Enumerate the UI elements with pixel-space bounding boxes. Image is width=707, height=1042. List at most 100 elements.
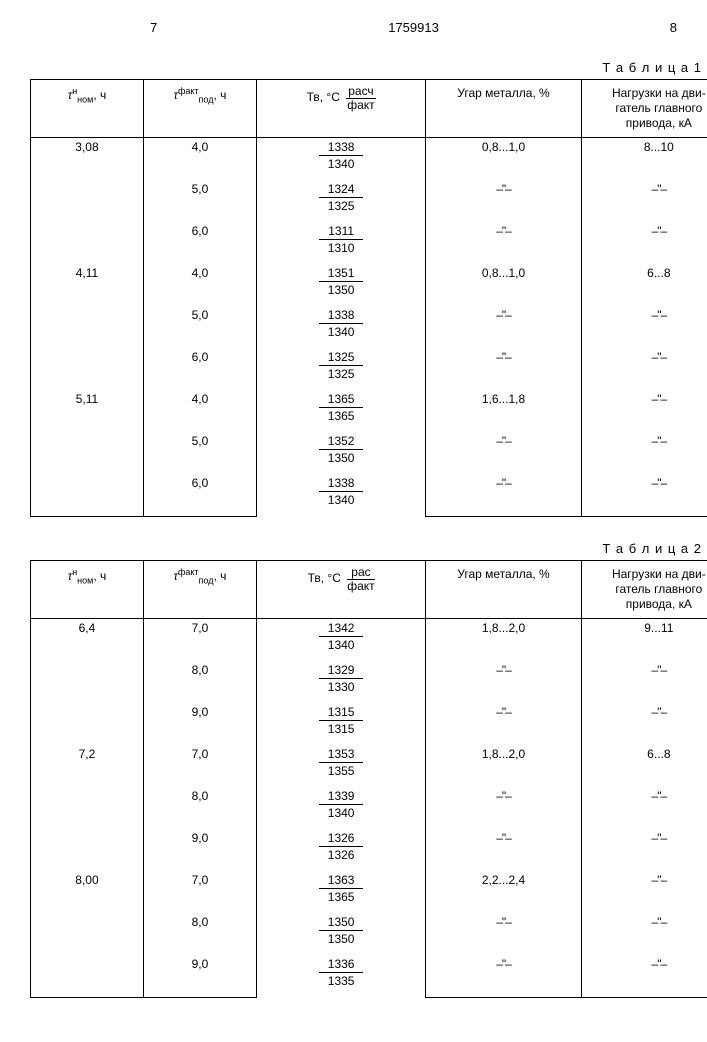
c3: –"– — [426, 222, 581, 243]
c1: 7,0 — [143, 619, 256, 641]
c0 — [31, 703, 144, 724]
c0 — [31, 787, 144, 808]
c1: 5,0 — [143, 180, 256, 201]
table-row: 6,013111310–"––"– — [31, 222, 707, 243]
c0 — [31, 285, 144, 306]
c3: –"– — [426, 703, 581, 724]
c1 — [143, 934, 256, 955]
c4 — [581, 850, 707, 871]
t2-body: 6,47,0134213401,8...2,09...11 8,013291330… — [31, 619, 707, 998]
c3 — [426, 682, 581, 703]
tv-value: 13521350 — [256, 432, 425, 474]
c4 — [581, 159, 707, 180]
c0: 6,4 — [31, 619, 144, 641]
tv-value: 13501350 — [256, 913, 425, 955]
table-row: 6,013251325–"––"– — [31, 348, 707, 369]
c3 — [426, 495, 581, 517]
tv-value: 13381340 — [256, 138, 425, 181]
c3 — [426, 850, 581, 871]
table-row: 5,013381340–"––"– — [31, 306, 707, 327]
c1: 8,0 — [143, 787, 256, 808]
c0 — [31, 348, 144, 369]
c1: 8,0 — [143, 661, 256, 682]
table-row: 5,114,0136513651,6...1,8–"– — [31, 390, 707, 411]
c1: 9,0 — [143, 829, 256, 850]
table2-block: τнном, ч τфактпод, ч Тв, °C расфакт Угар… — [30, 560, 707, 998]
c3 — [426, 766, 581, 787]
c4 — [581, 934, 707, 955]
c0: 8,00 — [31, 871, 144, 892]
table1: τнном, ч τфактпод, ч Тв, °C расчфакт Уга… — [30, 79, 707, 517]
c4: –"– — [581, 955, 707, 976]
c4: –"– — [581, 703, 707, 724]
tv-value: 13651365 — [256, 390, 425, 432]
c0 — [31, 682, 144, 703]
c4 — [581, 243, 707, 264]
t1-h4: Нагрузки на дви-гатель главногопривода, … — [581, 80, 707, 138]
tv-value: 13511350 — [256, 264, 425, 306]
tv-value: 13421340 — [256, 619, 425, 662]
c3 — [426, 285, 581, 306]
c4: –"– — [581, 390, 707, 411]
c3 — [426, 201, 581, 222]
c4 — [581, 495, 707, 517]
c4: –"– — [581, 180, 707, 201]
page-right: 8 — [670, 20, 677, 35]
t1-h0: τнном, ч — [31, 80, 144, 138]
table-row: 9,013261326–"––"– — [31, 829, 707, 850]
c1: 9,0 — [143, 703, 256, 724]
table1-label: Т а б л и ц а 1 — [30, 60, 702, 75]
page-left: 7 — [150, 20, 157, 35]
t2-h1: τфактпод, ч — [143, 561, 256, 619]
c1 — [143, 766, 256, 787]
c3: –"– — [426, 787, 581, 808]
c3 — [426, 159, 581, 180]
c1: 7,0 — [143, 745, 256, 766]
c3: –"– — [426, 348, 581, 369]
table-row: 7,27,0135313551,8...2,06...8 — [31, 745, 707, 766]
c3: –"– — [426, 913, 581, 934]
c3 — [426, 243, 581, 264]
c1 — [143, 495, 256, 517]
c0 — [31, 850, 144, 871]
c4 — [581, 766, 707, 787]
table-row: 8,007,0136313652,2...2,4–"– — [31, 871, 707, 892]
c4 — [581, 682, 707, 703]
c3: –"– — [426, 432, 581, 453]
c1: 6,0 — [143, 474, 256, 495]
c3: –"– — [426, 180, 581, 201]
c3 — [426, 369, 581, 390]
table-row: 9,013361335–"––"– — [31, 955, 707, 976]
table-row: 4,114,0135113500,8...1,06...8 — [31, 264, 707, 285]
c0 — [31, 243, 144, 264]
c4: –"– — [581, 306, 707, 327]
c3: –"– — [426, 474, 581, 495]
c4 — [581, 453, 707, 474]
tv-value: 13361335 — [256, 955, 425, 998]
c4 — [581, 892, 707, 913]
c4: –"– — [581, 913, 707, 934]
c1 — [143, 159, 256, 180]
c0 — [31, 180, 144, 201]
c3: 2,2...2,4 — [426, 871, 581, 892]
c1 — [143, 285, 256, 306]
table-row: 6,013381340–"––"– — [31, 474, 707, 495]
c0: 5,11 — [31, 390, 144, 411]
c1: 8,0 — [143, 913, 256, 934]
c4 — [581, 327, 707, 348]
table-row: 3,084,0133813400,8...1,08...10 — [31, 138, 707, 160]
page-header: 7 1759913 8 — [150, 20, 677, 35]
c0 — [31, 829, 144, 850]
table2-label: Т а б л и ц а 2 — [30, 541, 702, 556]
c0 — [31, 913, 144, 934]
c0 — [31, 201, 144, 222]
c0: 3,08 — [31, 138, 144, 160]
table-row: 8,013291330–"––"– — [31, 661, 707, 682]
c0 — [31, 640, 144, 661]
table-row: 6,47,0134213401,8...2,09...11 — [31, 619, 707, 641]
c0 — [31, 808, 144, 829]
c0 — [31, 306, 144, 327]
c3: –"– — [426, 955, 581, 976]
c1: 6,0 — [143, 348, 256, 369]
c4 — [581, 369, 707, 390]
